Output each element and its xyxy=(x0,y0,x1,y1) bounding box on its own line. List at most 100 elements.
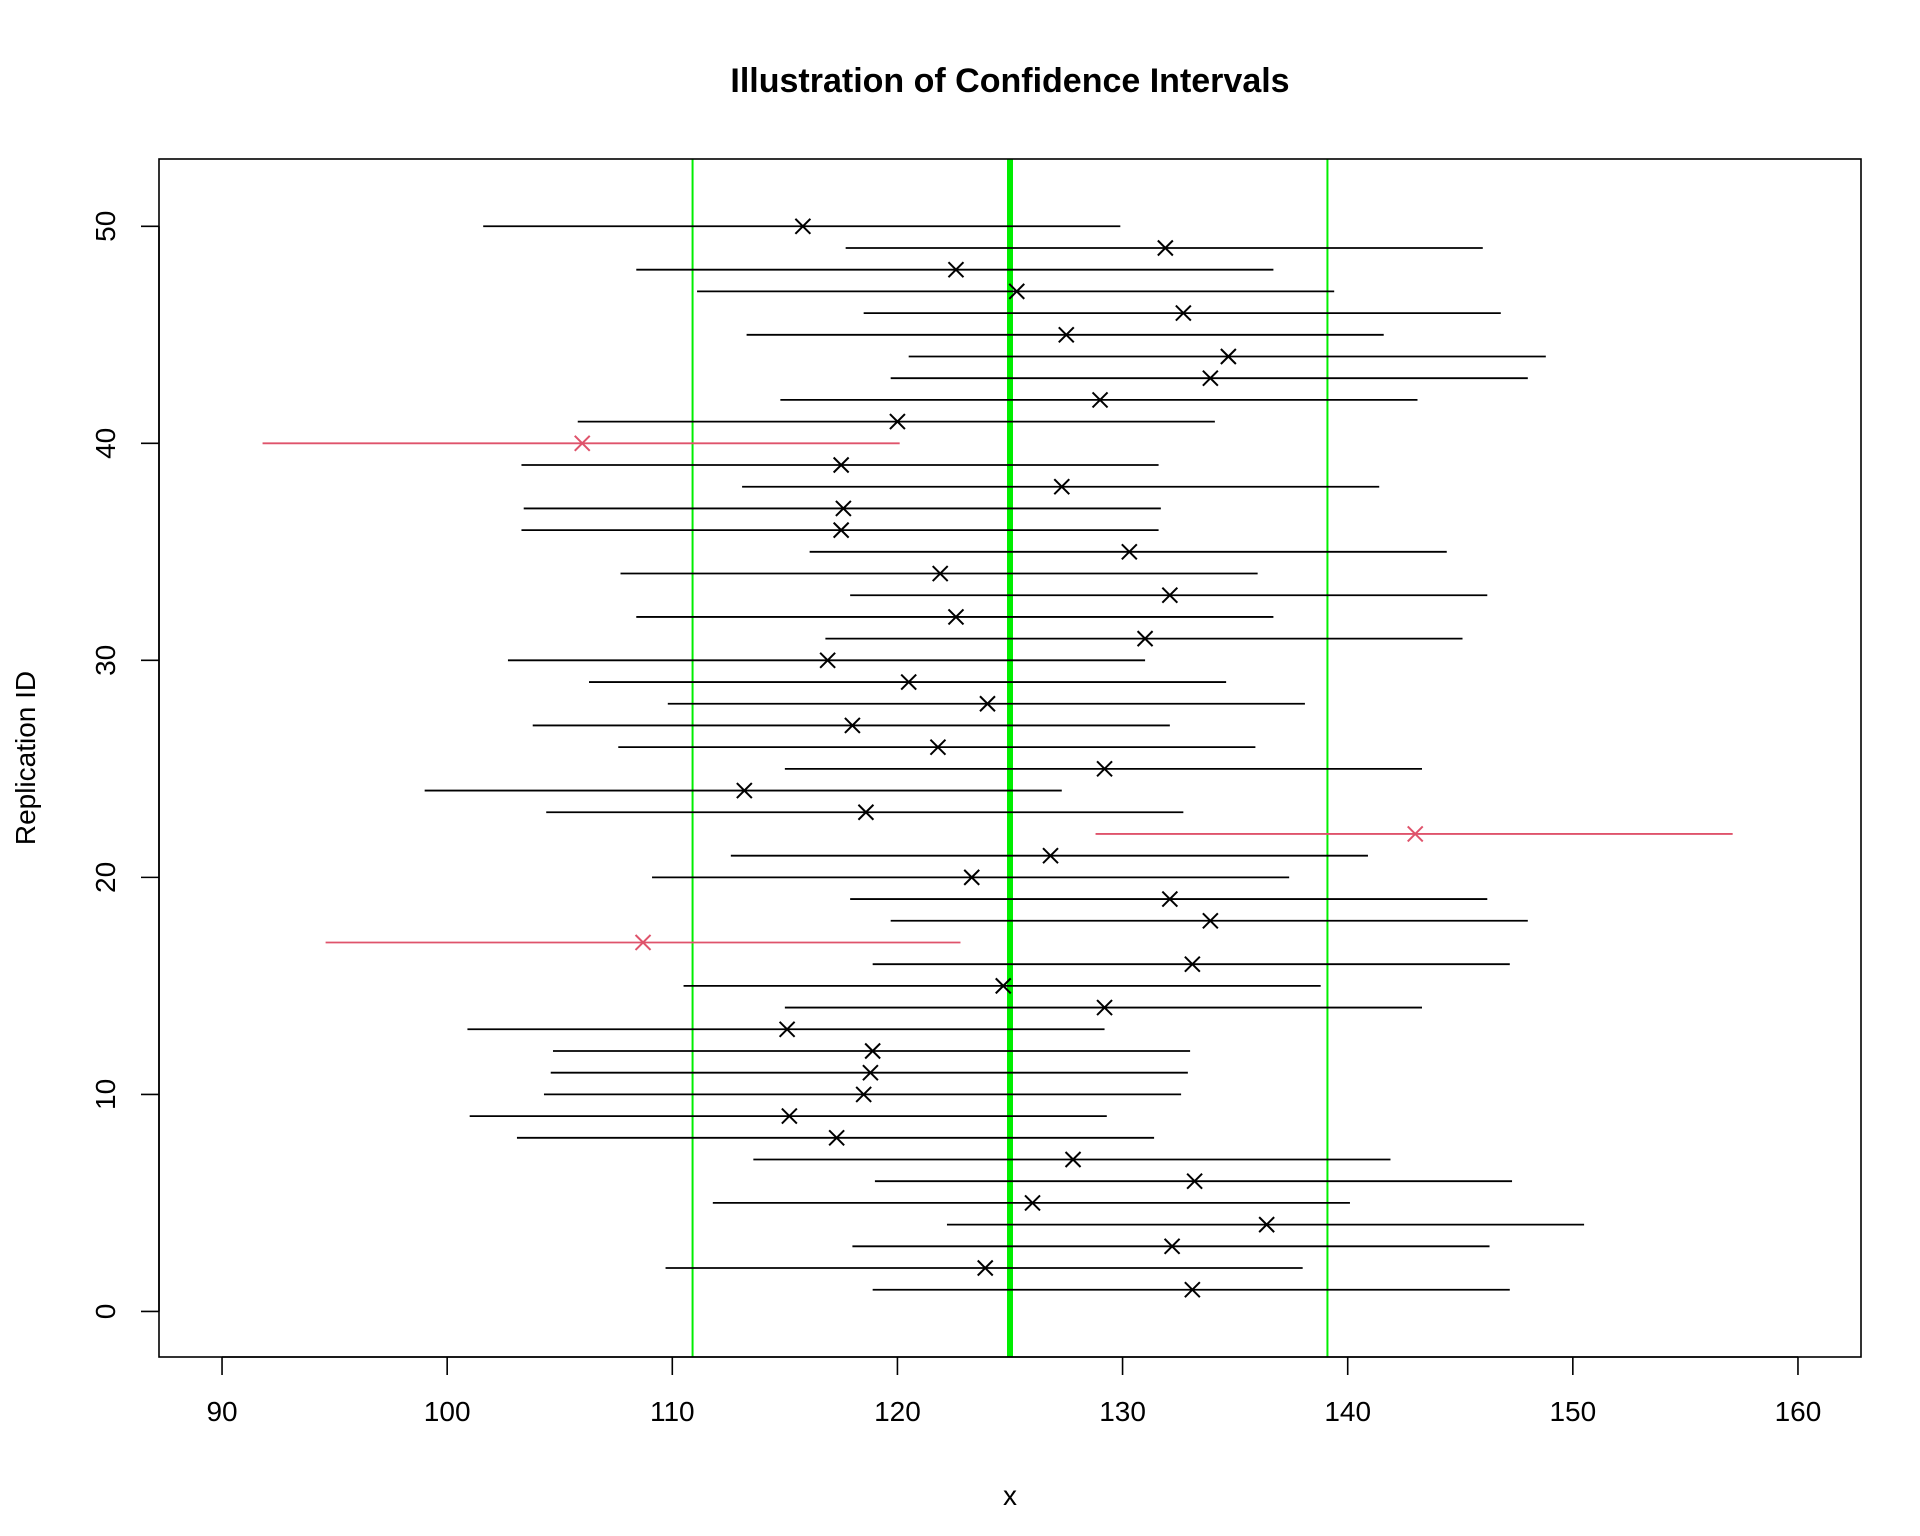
x-axis: 90 100 110 120 130 140 150 160 xyxy=(206,1356,1822,1427)
x-tick-label: 150 xyxy=(1549,1396,1596,1427)
mean-marker xyxy=(781,1107,798,1125)
mean-marker xyxy=(634,934,652,951)
mean-marker xyxy=(1096,999,1113,1016)
y-tick-label: 30 xyxy=(90,645,121,676)
mean-marker xyxy=(1064,1151,1082,1168)
y-tick-label: 50 xyxy=(90,211,121,242)
mean-marker xyxy=(794,218,812,235)
mean-marker xyxy=(862,1064,879,1081)
y-axis-label: Replication ID xyxy=(10,671,41,845)
mean-marker xyxy=(574,435,591,452)
mean-marker xyxy=(947,608,965,626)
interval-30 xyxy=(507,652,1146,669)
interval-46 xyxy=(863,304,1501,322)
interval-7 xyxy=(753,1151,1391,1168)
mean-marker xyxy=(736,782,753,799)
interval-26 xyxy=(618,738,1256,756)
mean-marker xyxy=(932,565,949,582)
mean-marker xyxy=(1258,1216,1275,1233)
mean-marker xyxy=(1186,1172,1203,1190)
x-axis-label: x xyxy=(1003,1480,1017,1511)
mean-marker xyxy=(832,521,850,539)
interval-3 xyxy=(852,1238,1490,1255)
mean-marker xyxy=(900,673,917,691)
interval-25 xyxy=(784,760,1422,778)
mean-marker xyxy=(1161,890,1179,908)
interval-6 xyxy=(874,1172,1513,1190)
interval-2 xyxy=(665,1259,1303,1277)
mean-marker xyxy=(1042,847,1059,864)
interval-50 xyxy=(483,218,1121,235)
mean-marker xyxy=(1053,478,1070,495)
interval-22 xyxy=(1095,825,1733,843)
mean-marker xyxy=(1184,955,1201,973)
mean-marker xyxy=(1121,543,1138,561)
interval-48 xyxy=(636,261,1274,278)
mean-marker xyxy=(1220,348,1237,365)
interval-19 xyxy=(850,890,1488,908)
interval-33 xyxy=(850,587,1488,604)
interval-35 xyxy=(809,543,1447,561)
interval-5 xyxy=(712,1194,1350,1212)
mean-marker xyxy=(977,1259,994,1277)
mean-marker xyxy=(947,261,965,278)
mean-marker xyxy=(963,869,980,886)
mean-marker xyxy=(1184,1281,1201,1298)
mean-marker xyxy=(778,1021,796,1038)
mean-marker xyxy=(1136,630,1154,647)
y-tick-label: 40 xyxy=(90,428,121,459)
interval-31 xyxy=(825,630,1463,647)
mean-marker xyxy=(832,456,850,474)
mean-marker xyxy=(828,1129,845,1147)
interval-29 xyxy=(589,673,1227,691)
x-tick-label: 130 xyxy=(1099,1396,1146,1427)
mean-marker xyxy=(1202,912,1219,929)
mean-marker xyxy=(979,695,996,712)
mean-marker xyxy=(864,1042,881,1060)
mean-marker xyxy=(995,977,1012,995)
mean-marker xyxy=(1058,326,1075,344)
mean-marker xyxy=(1202,369,1219,387)
x-tick-label: 90 xyxy=(206,1396,237,1427)
interval-15 xyxy=(683,977,1321,995)
y-tick-label: 20 xyxy=(90,862,121,893)
mean-marker xyxy=(819,652,836,669)
interval-49 xyxy=(845,239,1483,257)
interval-38 xyxy=(742,478,1380,495)
interval-12 xyxy=(552,1042,1191,1060)
interval-16 xyxy=(872,955,1510,973)
interval-1 xyxy=(872,1281,1510,1298)
interval-9 xyxy=(469,1107,1107,1125)
interval-20 xyxy=(652,869,1290,886)
mean-marker xyxy=(1096,760,1113,778)
chart-title: Illustration of Confidence Intervals xyxy=(730,62,1289,100)
interval-18 xyxy=(890,912,1528,929)
x-tick-label: 160 xyxy=(1775,1396,1822,1427)
x-tick-label: 100 xyxy=(424,1396,471,1427)
interval-43 xyxy=(890,369,1528,387)
y-axis: 0 10 20 30 40 50 xyxy=(90,211,160,1319)
mean-marker xyxy=(835,500,852,517)
mean-marker xyxy=(1163,1238,1181,1255)
interval-8 xyxy=(516,1129,1155,1147)
interval-14 xyxy=(784,999,1422,1016)
reference-lines xyxy=(691,159,1329,1357)
interval-41 xyxy=(577,413,1215,430)
interval-27 xyxy=(532,717,1170,734)
x-tick-label: 110 xyxy=(650,1396,695,1427)
mean-marker xyxy=(1161,587,1179,604)
interval-36 xyxy=(521,521,1159,539)
interval-32 xyxy=(636,608,1274,626)
mean-marker xyxy=(1008,283,1025,300)
interval-13 xyxy=(467,1021,1105,1038)
mean-marker xyxy=(1024,1194,1041,1212)
mean-marker xyxy=(844,717,861,734)
interval-47 xyxy=(697,283,1335,300)
x-tick-label: 120 xyxy=(874,1396,921,1427)
interval-45 xyxy=(746,326,1384,344)
interval-10 xyxy=(543,1086,1182,1103)
interval-44 xyxy=(908,348,1546,365)
interval-series xyxy=(262,218,1733,1298)
mean-marker xyxy=(857,804,875,821)
